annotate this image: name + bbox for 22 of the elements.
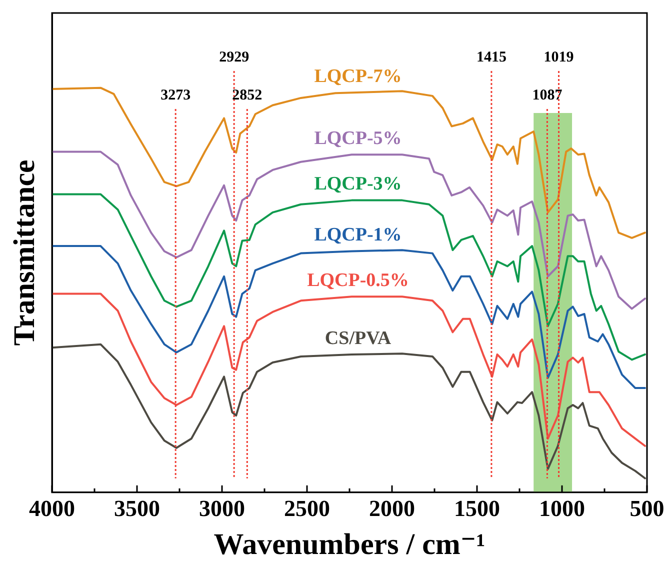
x-axis-title: Wavenumbers / cm⁻¹ bbox=[214, 528, 486, 561]
series-label: LQCP-7% bbox=[314, 66, 402, 87]
x-tick-label: 2500 bbox=[284, 496, 330, 522]
ref-line-label: 3273 bbox=[160, 87, 191, 104]
series-label: LQCP-1% bbox=[314, 224, 402, 246]
y-axis-title: Transmittance bbox=[8, 160, 41, 346]
ref-line-label: 2929 bbox=[219, 49, 250, 66]
ref-line-label: 2852 bbox=[232, 87, 262, 104]
ref-line-label: 1087 bbox=[532, 87, 563, 104]
series-label: LQCP-5% bbox=[314, 128, 402, 149]
series-label: LQCP-3% bbox=[314, 174, 402, 195]
x-tick-label: 2000 bbox=[369, 496, 415, 522]
x-tick-label: 1500 bbox=[454, 496, 500, 522]
x-tick-label: 1000 bbox=[539, 496, 585, 522]
x-tick-label: 500 bbox=[630, 496, 664, 522]
x-tick-label: 3500 bbox=[114, 496, 160, 522]
series-label: LQCP-0.5% bbox=[307, 270, 409, 291]
ref-line-label: 1019 bbox=[544, 49, 574, 66]
x-tick-label: 3000 bbox=[199, 496, 245, 522]
x-tick-label: 4000 bbox=[29, 496, 75, 522]
series-label: CS/PVA bbox=[324, 328, 392, 349]
ref-line-label: 1415 bbox=[476, 49, 506, 66]
